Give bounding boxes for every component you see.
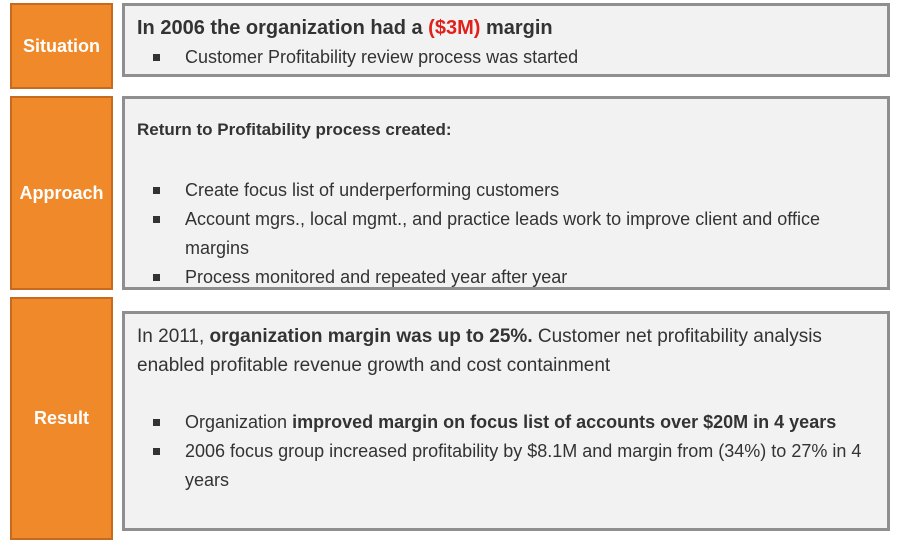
heading: In 2011, organization margin was up to 2… (137, 322, 875, 380)
text: Return to Profitability process created: (137, 120, 452, 139)
text: Create focus list of underperforming cus… (185, 180, 560, 200)
text: margin (480, 17, 553, 39)
emphasis: improved margin on focus list of account… (292, 412, 837, 432)
text: Customer net profitability analysis enab… (137, 326, 822, 376)
text: Organization (185, 412, 293, 432)
bullet: 2006 focus group increased profitability… (137, 437, 875, 495)
bullet: Organization improved margin on focus li… (137, 408, 875, 437)
heading: In 2006 the organization had a ($3M) mar… (137, 14, 875, 43)
section-box: Return to Profitability process created:… (122, 96, 890, 290)
heading: Return to Profitability process created: (137, 115, 875, 144)
text: Process monitored and repeated year afte… (185, 267, 568, 287)
bullet: Account mgrs., local mgmt., and practice… (137, 205, 875, 263)
bullet: Create focus list of underperforming cus… (137, 176, 875, 205)
text: In 2006 the organization had a (137, 17, 429, 39)
section-box: In 2011, organization margin was up to 2… (122, 311, 890, 531)
text: 2006 focus group increased profitability… (185, 441, 862, 490)
bullet: Process monitored and repeated year afte… (137, 263, 875, 292)
section-label: Approach (10, 96, 113, 290)
section-label: Result (10, 297, 113, 540)
text: In 2011, (137, 326, 210, 347)
section-box: In 2006 the organization had a ($3M) mar… (122, 3, 890, 77)
section-label: Situation (10, 3, 113, 89)
bullet: Customer Profitability review process wa… (137, 43, 875, 72)
emphasis: organization margin was up to 25%. (209, 326, 533, 347)
text: Account mgrs., local mgmt., and practice… (185, 209, 820, 258)
text: Customer Profitability review process wa… (185, 47, 579, 67)
highlight: ($3M) (428, 17, 481, 39)
